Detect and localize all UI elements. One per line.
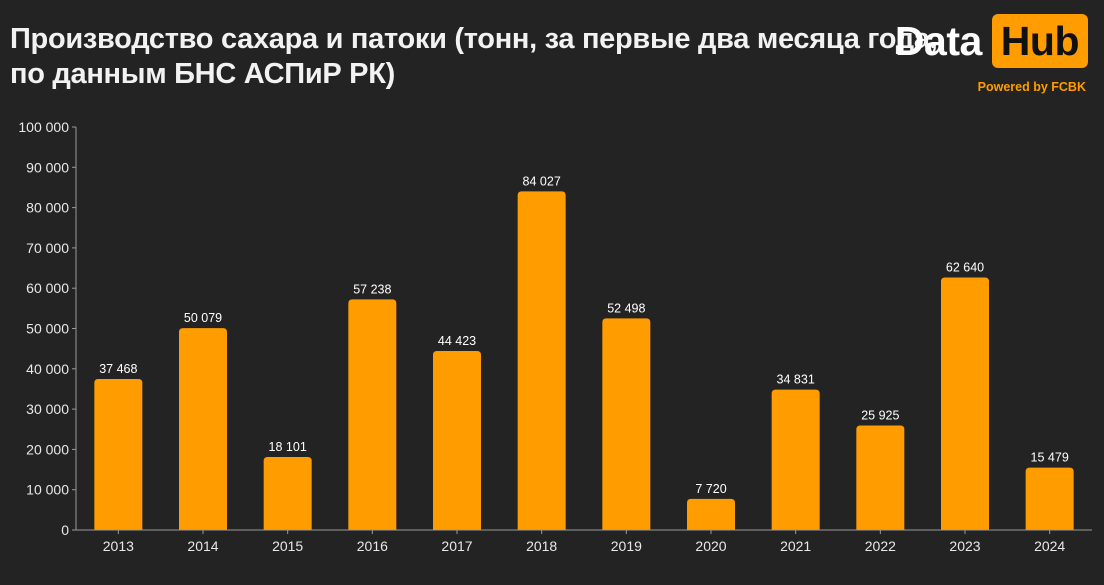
data-label-2018: 84 027: [523, 174, 561, 188]
y-tick-label: 70 000: [26, 240, 69, 256]
data-label-2022: 25 925: [861, 409, 899, 423]
data-label-2020: 7 720: [695, 482, 726, 496]
bar-2020: [687, 498, 735, 530]
x-tick-label-2024: 2024: [1034, 538, 1065, 554]
data-label-2016: 57 238: [353, 282, 391, 296]
data-label-2013: 37 468: [99, 362, 137, 376]
bar-2017: [433, 350, 481, 530]
x-tick-label-2022: 2022: [865, 538, 896, 554]
chart-title: Производство сахара и патоки (тонн, за п…: [10, 22, 938, 92]
data-label-2023: 62 640: [946, 261, 984, 275]
y-tick-label: 80 000: [26, 200, 69, 216]
bar-2023: [941, 277, 989, 530]
y-axis: 0 10 000 20 000 30 000 40 000 50 000 60 000 70 …: [18, 119, 77, 538]
logo-hub-badge: Hub: [991, 14, 1088, 68]
data-label-2015: 18 101: [269, 440, 307, 454]
x-tick-label-2020: 2020: [695, 538, 726, 554]
bar-2024: [1025, 467, 1074, 530]
data-label-2024: 15 479: [1031, 451, 1069, 465]
logo-data-text: Data: [894, 17, 982, 64]
data-label-2017: 44 423: [438, 334, 476, 348]
x-tick-label-2021: 2021: [780, 538, 811, 554]
bar-2016: [348, 299, 397, 530]
y-tick-label: 100 000: [18, 119, 69, 135]
bar-2013: [94, 379, 143, 530]
y-tick-label: 40 000: [26, 361, 69, 377]
x-tick-label-2013: 2013: [103, 538, 134, 554]
powered-by-label: Powered by FCBK: [977, 80, 1086, 94]
chart-title-line1: Производство сахара и патоки (тонн, за п…: [10, 23, 938, 55]
bar-2021: [771, 389, 820, 530]
x-tick-label-2017: 2017: [441, 538, 472, 554]
y-tick-label: 0: [61, 522, 69, 538]
data-label-2021: 34 831: [777, 373, 815, 387]
x-axis: 2013 2014 2015 2016 2017 2018 2019 2020 2021 2022…: [76, 529, 1092, 554]
bars-group: 37 468 50 079 18 101 57 238 44 423 84 027 52 4…: [94, 174, 1074, 530]
x-tick-label-2023: 2023: [949, 538, 980, 554]
bar-2018: [517, 191, 566, 530]
datahub-logo: Data Hub: [895, 14, 1088, 68]
x-tick-label-2014: 2014: [187, 538, 218, 554]
data-label-2019: 52 498: [607, 301, 645, 315]
x-tick-label-2018: 2018: [526, 538, 557, 554]
bar-2019: [602, 318, 651, 530]
bar-2015: [263, 457, 312, 530]
x-tick-label-2016: 2016: [357, 538, 388, 554]
y-tick-label: 30 000: [26, 401, 69, 417]
bar-2014: [179, 328, 227, 530]
y-tick-label: 10 000: [26, 482, 69, 498]
y-tick-label: 50 000: [26, 321, 69, 337]
y-tick-label: 90 000: [26, 159, 69, 175]
data-label-2014: 50 079: [184, 311, 222, 325]
x-tick-label-2015: 2015: [272, 538, 303, 554]
bar-2022: [856, 425, 905, 530]
x-tick-label-2019: 2019: [611, 538, 642, 554]
y-tick-label: 20 000: [26, 441, 69, 457]
y-tick-label: 60 000: [26, 280, 69, 296]
chart-title-line2: по данным БНС АСПиР РК): [10, 58, 395, 90]
